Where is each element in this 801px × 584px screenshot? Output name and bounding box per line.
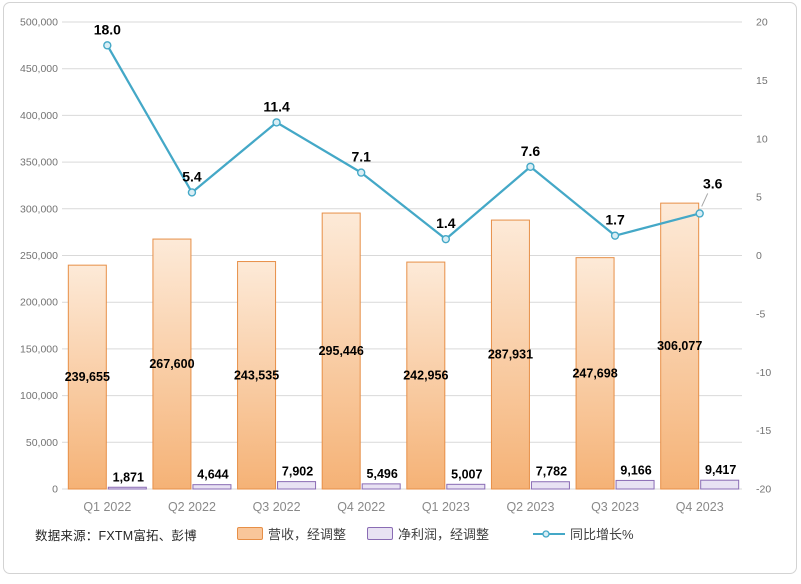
net-profit-bar (700, 479, 740, 490)
right-axis-tick: 5 (756, 192, 762, 204)
revenue-value-label: 306,077 (657, 339, 702, 353)
left-axis-tick: 250,000 (20, 250, 58, 262)
x-axis-label: Q1 2022 (83, 500, 131, 514)
revenue-value-label: 247,698 (572, 366, 617, 380)
revenue-bar (660, 202, 700, 490)
x-axis-label: Q4 2022 (337, 500, 385, 514)
x-axis-label: Q4 2023 (676, 500, 724, 514)
revenue-bars (67, 202, 700, 490)
legend-marker (542, 529, 550, 538)
legend-label: 营收，经调整 (268, 527, 347, 542)
net-profit-value-label: 9,417 (705, 463, 736, 477)
growth-labels (701, 193, 709, 207)
growth-value-label: 7.6 (521, 143, 541, 159)
growth-value-label: 1.7 (605, 212, 625, 228)
right-axis-tick: 10 (756, 133, 768, 145)
legend-label: 净利润，经调整 (398, 527, 490, 542)
right-axis-tick: 15 (756, 75, 768, 87)
net-profit-value-label: 5,496 (367, 467, 398, 481)
growth-marker (526, 162, 535, 171)
revenue-value-label: 295,446 (319, 344, 364, 358)
right-axis-tick: -5 (756, 308, 765, 320)
revenue-value-label: 243,535 (234, 368, 279, 382)
revenue-bar (237, 261, 277, 490)
net-profit-value-label: 4,644 (197, 468, 228, 482)
revenue-value-label: 267,600 (149, 357, 194, 371)
legend-label: 同比增长% (570, 527, 634, 542)
right-axis-tick: 20 (756, 17, 768, 29)
legend-item-revenue: 营收，经调整 (237, 524, 346, 543)
revenue-bar (152, 238, 192, 490)
right-axis-tick: -10 (756, 367, 771, 379)
x-axis-label: Q3 2022 (253, 500, 301, 514)
revenue-bar (575, 257, 615, 490)
net-profit-value-label: 9,166 (620, 463, 651, 477)
growth-value-label: 18.0 (94, 21, 121, 37)
legend-bar-swatch (367, 527, 393, 540)
x-axis-label: Q1 2023 (422, 500, 470, 514)
left-axis-tick: 300,000 (20, 203, 58, 215)
left-axis-tick: 150,000 (20, 343, 58, 355)
net-profit-value-label: 7,782 (536, 465, 567, 479)
net-profit-bar (361, 483, 401, 490)
net-profit-value-label: 7,902 (282, 465, 313, 479)
legend-item-growth: 同比增长% (533, 524, 634, 543)
growth-marker (356, 168, 366, 177)
net-profit-bar (107, 486, 147, 490)
x-axis-label: Q2 2022 (168, 500, 216, 514)
net-profit-bars (107, 479, 740, 490)
net-profit-bar (192, 484, 232, 490)
x-axis-label: Q2 2023 (506, 500, 554, 514)
revenue-bar (406, 261, 446, 490)
growth-value-label: 1.4 (436, 215, 456, 231)
growth-marker (272, 118, 281, 127)
chart-footer: 数据来源：FXTM富拓、彭博 营收，经调整 净利润，经调整 同比增长% (0, 518, 801, 558)
net-profit-value-label: 5,007 (451, 467, 482, 481)
net-profit-value-label: 1,871 (113, 470, 144, 484)
revenue-bar (490, 219, 530, 490)
growth-markers (103, 41, 704, 244)
left-axis-tick: 100,000 (20, 390, 58, 402)
right-axis-tick: 0 (756, 250, 762, 262)
legend-line-swatch (533, 529, 565, 538)
left-axis-tick: 200,000 (20, 297, 58, 309)
revenue-value-label: 242,956 (403, 369, 448, 383)
growth-marker (610, 231, 620, 240)
left-axis-tick: 450,000 (20, 63, 58, 75)
growth-value-label: 3.6 (703, 175, 723, 191)
legend-bar-swatch (237, 527, 263, 540)
left-axis-tick: 500,000 (20, 17, 58, 29)
revenue-value-label: 239,655 (65, 370, 110, 384)
net-profit-bar (530, 481, 570, 490)
right-axis-tick: -15 (756, 425, 771, 437)
net-profit-bar (277, 481, 317, 490)
revenue-bar (321, 212, 361, 490)
growth-value-label: 5.4 (182, 168, 202, 184)
left-axis-tick: 350,000 (20, 157, 58, 169)
growth-line (106, 44, 701, 241)
net-profit-bar (446, 483, 486, 490)
growth-value-label: 11.4 (263, 98, 290, 114)
revenue-bar (67, 264, 107, 490)
left-axis-tick: 400,000 (20, 110, 58, 122)
net-profit-bar (615, 479, 655, 490)
growth-marker (441, 234, 451, 244)
growth-marker (187, 188, 197, 197)
x-axis-label: Q3 2023 (591, 500, 639, 514)
growth-marker (695, 209, 704, 218)
right-axis-tick: -20 (756, 484, 771, 496)
label-leader-line (701, 193, 709, 207)
legend-item-net-profit: 净利润，经调整 (367, 524, 489, 543)
growth-value-label: 7.1 (351, 149, 371, 165)
left-axis-tick: 0 (52, 484, 58, 496)
revenue-value-label: 287,931 (488, 348, 533, 362)
growth-marker (103, 41, 112, 50)
source-note: 数据来源：FXTM富拓、彭博 (35, 529, 197, 543)
left-axis-tick: 50,000 (26, 437, 58, 449)
